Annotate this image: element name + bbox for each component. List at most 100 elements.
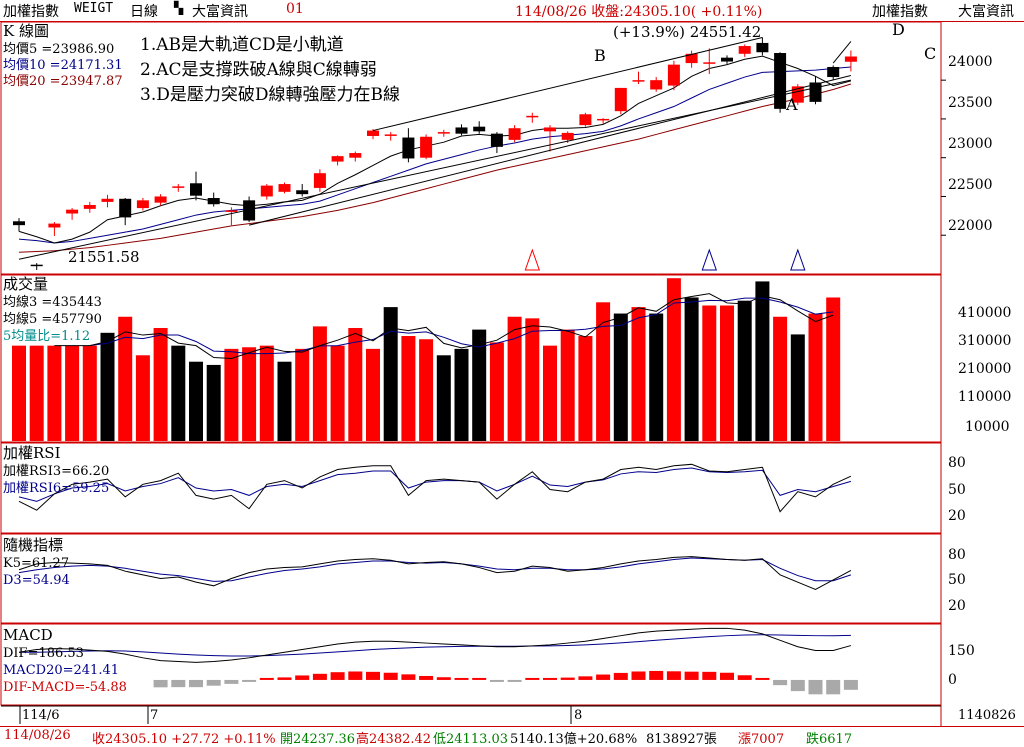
- volume-bar: [259, 345, 274, 441]
- status-bar: 114/08/26 收24305.10 +27.72 +0.11% 開24237…: [0, 726, 1024, 747]
- candle-body: [225, 210, 238, 212]
- panel-frame: [0, 442, 942, 534]
- osc-bar: [666, 671, 681, 680]
- candle-body: [526, 115, 539, 118]
- candle-body: [703, 62, 716, 64]
- osc-bar: [613, 672, 628, 680]
- volume-bar: [135, 355, 150, 441]
- volume-bar: [47, 345, 62, 441]
- osc-bar: [472, 677, 487, 680]
- candle-body: [278, 184, 291, 192]
- signal-marker: [701, 248, 718, 271]
- volume-bar: [330, 345, 345, 441]
- osc-bar: [454, 677, 469, 680]
- kpanel-title: K 線圖: [3, 22, 49, 40]
- candle-body: [420, 136, 433, 158]
- x-label-june: 114/6: [22, 708, 60, 723]
- candle-body: [667, 64, 680, 86]
- osc-bar: [348, 671, 363, 680]
- x-label-aug: 8: [574, 708, 583, 723]
- candle-body: [508, 128, 521, 140]
- volume-bar: [171, 345, 186, 441]
- volume-bar: [790, 334, 805, 441]
- k5-line: [18, 556, 852, 591]
- osc-bar: [808, 679, 823, 695]
- volume-bar: [755, 281, 770, 441]
- volume-bar: [507, 316, 522, 441]
- osc-label: DIF-MACD=-54.88: [3, 680, 127, 695]
- ma5-line: [18, 55, 852, 244]
- macd-title: MACD: [3, 626, 53, 644]
- volume-bar: [613, 313, 628, 441]
- candle-body: [774, 53, 787, 109]
- window-number: 01: [286, 1, 304, 17]
- candle-body: [650, 80, 663, 90]
- k-ytick: 22500: [948, 177, 993, 193]
- index-name[interactable]: 加權指數: [3, 4, 59, 20]
- osc-bar: [312, 673, 327, 680]
- right-source-label: 大富資訊: [958, 4, 1014, 20]
- osc-bar: [631, 671, 646, 680]
- volume-bar: [100, 332, 115, 441]
- candle-body: [685, 53, 698, 64]
- status-low: 低24113.03: [433, 732, 509, 747]
- volume-bar: [684, 297, 699, 441]
- candle-body: [66, 209, 79, 214]
- candle-body: [384, 134, 397, 136]
- vol-ytick: 10000: [965, 419, 1010, 435]
- volume-bar: [826, 297, 841, 441]
- low-price-mark: 21551.58: [68, 248, 140, 266]
- osc-bar: [189, 679, 203, 688]
- macd-line: [19, 634, 851, 657]
- kd-ytick: 80: [948, 547, 966, 563]
- volume-bar: [543, 345, 557, 441]
- volume-bar: [702, 305, 717, 441]
- osc-bar: [525, 677, 540, 680]
- d3-line: [18, 557, 852, 582]
- trendline-a-label: A: [786, 95, 798, 114]
- status-down: 跌6617: [806, 732, 853, 747]
- macd-ytick: 150: [948, 643, 975, 659]
- status-amount: 5140.13億+20.68%: [510, 732, 638, 747]
- panel-frame: [0, 533, 942, 624]
- candle-body: [844, 56, 857, 62]
- candle-body: [243, 200, 256, 221]
- volume-bar: [666, 278, 681, 441]
- volume-bar: [383, 307, 398, 441]
- osc-bar: [543, 677, 557, 680]
- volume-bar: [224, 348, 239, 441]
- volume-bar: [808, 313, 823, 441]
- vol-ma3-line: [54, 293, 834, 360]
- trendline-d: [832, 41, 852, 64]
- candle-body: [119, 198, 132, 218]
- osc-bar: [755, 677, 770, 680]
- trendline-c: [248, 75, 852, 226]
- candle-body: [260, 185, 273, 197]
- osc-bar: [206, 679, 221, 686]
- candle-body: [791, 86, 804, 103]
- signal-marker: [790, 248, 806, 271]
- osc-bar: [295, 675, 310, 680]
- candle-body: [83, 204, 96, 209]
- candle-body: [172, 186, 185, 188]
- osc-bar: [489, 679, 504, 682]
- osc-bar: [649, 670, 664, 680]
- vol-ytick: 210000: [958, 361, 1012, 377]
- volume-bar: [773, 316, 788, 441]
- x-right-value: 1140826: [958, 708, 1016, 723]
- grid-icon[interactable]: ▚: [174, 1, 184, 15]
- osc-bar: [330, 672, 345, 680]
- status-volume: 8138927張: [646, 732, 717, 747]
- note-1: 1.AB是大軌道CD是小軌道: [140, 35, 344, 55]
- osc-bar: [366, 671, 380, 680]
- volume-bar: [189, 361, 203, 441]
- candle-body: [721, 57, 733, 62]
- volume-bar: [295, 348, 310, 441]
- volume-bar: [118, 316, 133, 441]
- osc-bar: [224, 679, 239, 684]
- candle-body: [561, 132, 574, 140]
- macd-ytick: 0: [948, 672, 957, 688]
- kd-ytick: 50: [948, 572, 966, 588]
- period-label[interactable]: 日線: [130, 4, 158, 20]
- volume-bar: [65, 345, 80, 441]
